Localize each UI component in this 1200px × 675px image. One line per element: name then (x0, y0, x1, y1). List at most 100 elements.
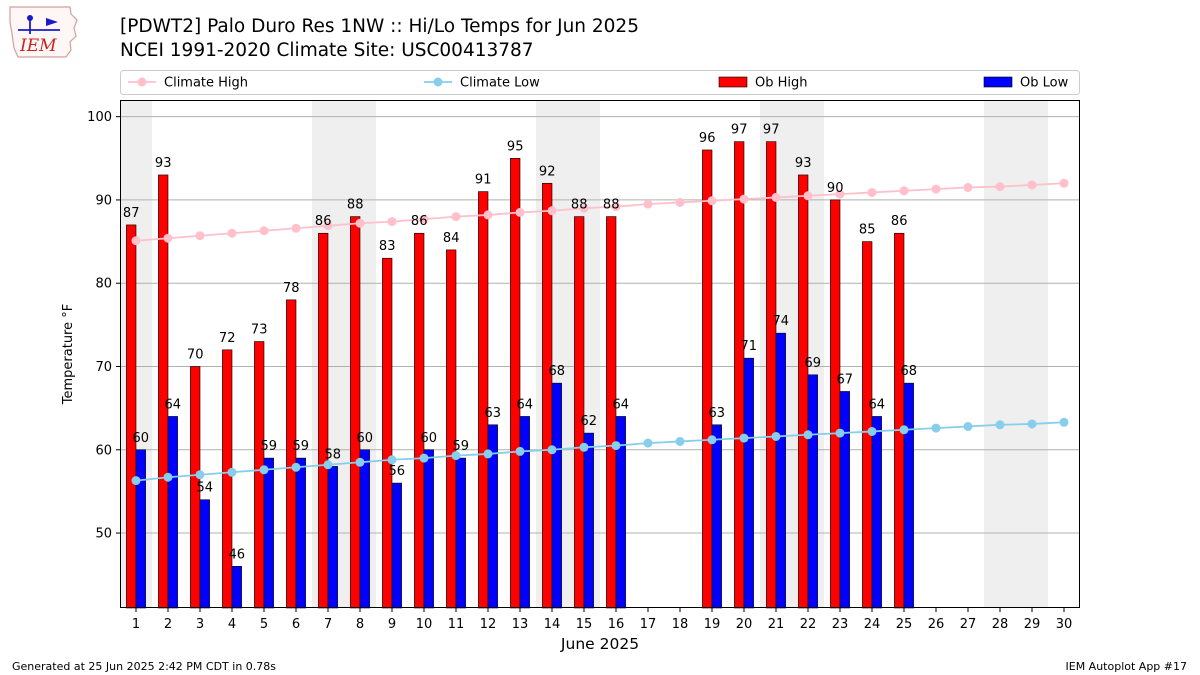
ob-high-bar-19 (702, 149, 713, 609)
y-tick-label-100: 100 (87, 110, 112, 125)
climate-high-point-12 (483, 210, 493, 220)
x-tick-label-5: 5 (260, 617, 268, 632)
climate-high-point-29 (1027, 180, 1037, 190)
climate-high-point-30 (1059, 178, 1069, 188)
bars (126, 141, 914, 609)
weekend-shade-day-28 (984, 100, 1016, 608)
ob-high-bar-9 (382, 257, 393, 609)
climate-high-point-9 (387, 217, 397, 227)
climate-high-point-8 (355, 218, 365, 228)
chart-subtitle: NCEI 1991-2020 Climate Site: USC00413787 (120, 40, 534, 61)
ob-low-label-22: 69 (805, 356, 822, 371)
climate-high-point-2 (163, 233, 173, 243)
ob-high-bar-8 (350, 216, 361, 609)
ob-low-label-7: 58 (325, 447, 342, 462)
x-tick-label-7: 7 (324, 617, 332, 632)
ob-low-bar-9 (391, 482, 402, 609)
ob-low-bar-23 (839, 391, 850, 609)
ob-low-label-10: 60 (421, 431, 438, 446)
x-tick-label-15: 15 (576, 617, 593, 632)
ob-high-bar-1 (126, 224, 137, 609)
climate-low-point-25 (899, 425, 909, 435)
ob-low-bar-11 (455, 457, 466, 609)
climate-low-point-20 (739, 433, 749, 443)
ob-high-label-14: 92 (539, 164, 556, 179)
ob-high-label-6: 78 (283, 281, 300, 296)
ob-high-label-20: 97 (731, 123, 748, 138)
x-tick-label-2: 2 (164, 617, 172, 632)
x-tick-label-16: 16 (608, 617, 625, 632)
ob-high-label-4: 72 (219, 331, 236, 346)
weekend-shade-day-29 (1016, 100, 1048, 608)
ob-high-label-21: 97 (763, 123, 780, 138)
ob-low-label-14: 68 (549, 364, 566, 379)
climate-low-point-1 (131, 476, 141, 486)
climate-low-point-19 (707, 435, 717, 445)
ob-high-label-5: 73 (251, 323, 268, 338)
ob-low-label-21: 74 (773, 314, 790, 329)
ob-low-bar-5 (263, 457, 274, 609)
ob-low-label-5: 59 (261, 439, 278, 454)
climate-high-point-23 (835, 189, 845, 199)
climate-low-point-11 (451, 451, 461, 461)
climate-high-point-6 (291, 223, 301, 233)
ob-low-bar-6 (295, 457, 306, 609)
logo-text: IEM (19, 36, 57, 56)
ob-high-bar-20 (734, 141, 745, 609)
legend-frame (120, 70, 1080, 95)
x-axis-label: June 2025 (560, 635, 639, 653)
ob-low-bar-22 (807, 374, 818, 609)
x-tick-label-8: 8 (356, 617, 364, 632)
ob-low-label-9: 56 (389, 464, 406, 479)
x-tick-label-12: 12 (480, 617, 497, 632)
climate-high-point-26 (931, 184, 941, 194)
ob-low-bar-2 (167, 416, 178, 609)
legend-ob-high-label: Ob High (755, 76, 808, 91)
plot-frame (120, 100, 1080, 608)
ob-low-label-25: 68 (901, 364, 918, 379)
ob-high-bar-12 (478, 191, 489, 609)
climate-high-point-16 (611, 202, 621, 212)
climate-high-point-17 (643, 199, 653, 209)
x-tick-label-24: 24 (864, 617, 881, 632)
climate-high-point-20 (739, 194, 749, 204)
climate-low-point-4 (227, 467, 237, 477)
x-tick-label-14: 14 (544, 617, 561, 632)
ob-low-bar-4 (231, 566, 242, 609)
climate-low-point-6 (291, 462, 301, 472)
ob-low-label-11: 59 (453, 439, 470, 454)
ob-high-bar-5 (254, 341, 265, 609)
x-tick-label-19: 19 (704, 617, 721, 632)
ob-low-label-4: 46 (229, 547, 246, 562)
ob-low-bar-1 (135, 449, 146, 609)
y-tick-label-90: 90 (95, 193, 112, 208)
x-tick-label-18: 18 (672, 617, 689, 632)
x-tick-label-28: 28 (992, 617, 1009, 632)
climate-low-point-28 (995, 420, 1005, 430)
ob-high-bar-14 (542, 182, 553, 609)
climate-low-point-23 (835, 428, 845, 438)
ob-high-label-3: 70 (187, 347, 204, 362)
x-tick-label-27: 27 (960, 617, 977, 632)
climate-high-point-27 (963, 182, 973, 192)
climate-low-point-10 (419, 453, 429, 463)
climate-high-point-25 (899, 186, 909, 196)
climate-high-point-15 (579, 203, 589, 213)
ob-low-label-6: 59 (293, 439, 310, 454)
climate-lines (131, 178, 1069, 486)
ob-high-label-8: 88 (347, 198, 364, 213)
climate-high-point-11 (451, 212, 461, 222)
ob-low-label-2: 64 (165, 397, 182, 412)
x-tick-label-30: 30 (1056, 617, 1073, 632)
ob-high-bar-7 (318, 232, 329, 609)
ob-high-label-10: 86 (411, 214, 428, 229)
climate-low-point-8 (355, 457, 365, 467)
ob-high-bar-15 (574, 216, 585, 609)
y-tick-label-80: 80 (95, 277, 112, 292)
legend-climate-high-label: Climate High (164, 76, 248, 91)
climate-high-point-13 (515, 207, 525, 217)
climate-low-point-12 (483, 449, 493, 459)
ob-high-label-22: 93 (795, 156, 812, 171)
climate-high-point-1 (131, 236, 141, 246)
